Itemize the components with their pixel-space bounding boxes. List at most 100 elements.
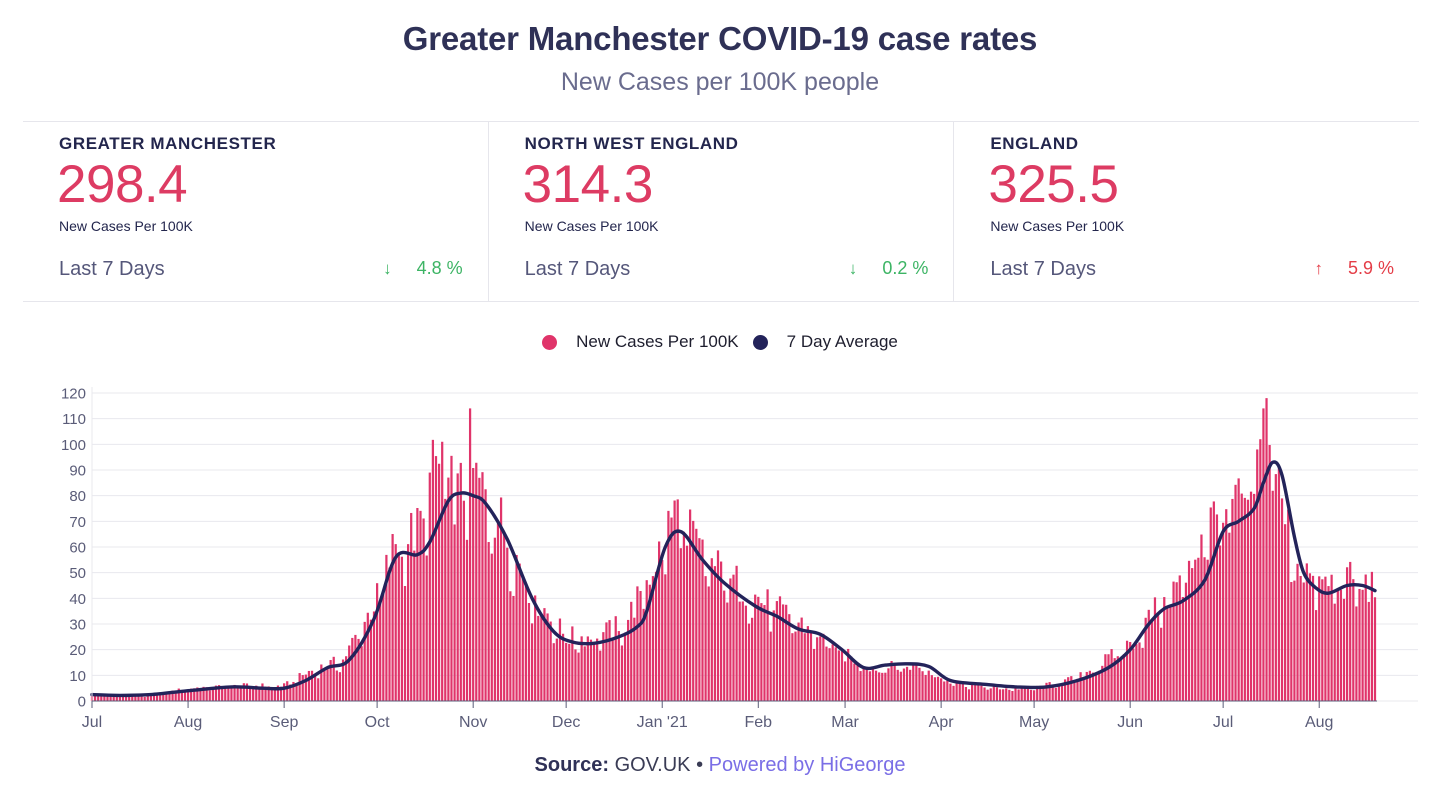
bar[interactable]: [1256, 449, 1259, 701]
bar[interactable]: [1215, 514, 1219, 701]
bar[interactable]: [1026, 687, 1030, 701]
bar[interactable]: [1349, 561, 1352, 701]
bar[interactable]: [735, 565, 738, 701]
bar[interactable]: [239, 686, 242, 701]
bar[interactable]: [1277, 465, 1281, 701]
bar[interactable]: [338, 672, 342, 701]
bar[interactable]: [93, 694, 97, 701]
bar[interactable]: [447, 477, 450, 701]
legend-item-7-day-average[interactable]: 7 Day Average: [752, 332, 898, 352]
bar[interactable]: [853, 663, 856, 701]
bar[interactable]: [1191, 568, 1194, 701]
bar[interactable]: [1333, 603, 1336, 701]
bar[interactable]: [453, 524, 456, 701]
bar[interactable]: [1116, 656, 1119, 701]
bar[interactable]: [403, 586, 407, 701]
bar[interactable]: [1315, 610, 1318, 701]
bar[interactable]: [1246, 499, 1250, 701]
bar[interactable]: [106, 694, 109, 701]
bar[interactable]: [611, 638, 614, 701]
bar[interactable]: [1101, 665, 1104, 701]
bar[interactable]: [775, 601, 778, 701]
bar[interactable]: [149, 695, 152, 702]
bar[interactable]: [899, 671, 902, 701]
bar[interactable]: [583, 646, 586, 701]
bar[interactable]: [307, 670, 311, 701]
bar[interactable]: [214, 685, 218, 701]
bar[interactable]: [1002, 689, 1005, 701]
bar[interactable]: [267, 686, 270, 701]
bar[interactable]: [716, 550, 720, 701]
bar[interactable]: [816, 637, 819, 701]
bar[interactable]: [493, 537, 496, 701]
bar[interactable]: [245, 683, 249, 701]
bar[interactable]: [143, 696, 146, 701]
bar[interactable]: [738, 601, 741, 701]
bar[interactable]: [1212, 501, 1215, 701]
bar[interactable]: [1166, 607, 1169, 701]
bar[interactable]: [1036, 685, 1039, 701]
bar[interactable]: [1222, 522, 1225, 701]
bar[interactable]: [757, 596, 760, 701]
bar[interactable]: [1197, 557, 1200, 701]
bar[interactable]: [837, 650, 840, 701]
bar[interactable]: [750, 617, 754, 701]
bar[interactable]: [512, 595, 515, 701]
bar[interactable]: [741, 601, 744, 701]
bar[interactable]: [589, 639, 593, 701]
bar[interactable]: [955, 682, 958, 701]
bar[interactable]: [930, 675, 933, 701]
bar[interactable]: [121, 697, 125, 701]
bar[interactable]: [754, 594, 757, 701]
bar[interactable]: [592, 644, 596, 701]
bar[interactable]: [385, 554, 388, 701]
bar[interactable]: [1200, 534, 1203, 701]
bar[interactable]: [217, 685, 221, 701]
bar[interactable]: [543, 608, 546, 701]
bar[interactable]: [971, 684, 974, 701]
bar[interactable]: [692, 520, 695, 701]
bar[interactable]: [1330, 574, 1333, 701]
bar[interactable]: [980, 685, 983, 701]
bar[interactable]: [871, 667, 875, 701]
bar[interactable]: [329, 660, 332, 701]
bar[interactable]: [264, 686, 267, 701]
bar[interactable]: [602, 632, 605, 701]
bar[interactable]: [1054, 687, 1057, 701]
bar[interactable]: [1324, 576, 1327, 701]
bar[interactable]: [1045, 682, 1048, 701]
bar[interactable]: [1060, 684, 1064, 701]
bar[interactable]: [1079, 672, 1082, 701]
bar[interactable]: [413, 550, 416, 701]
bar[interactable]: [456, 473, 459, 701]
bar[interactable]: [1237, 478, 1240, 701]
bar[interactable]: [1020, 687, 1023, 701]
bar[interactable]: [940, 678, 943, 701]
bar[interactable]: [1187, 560, 1191, 701]
bar[interactable]: [574, 649, 577, 701]
bar[interactable]: [515, 554, 518, 701]
bar[interactable]: [1302, 582, 1305, 701]
bar[interactable]: [1280, 498, 1284, 701]
bar[interactable]: [162, 694, 165, 701]
bar[interactable]: [1345, 567, 1349, 701]
bar[interactable]: [797, 622, 800, 701]
bar[interactable]: [713, 566, 717, 701]
bar[interactable]: [180, 690, 183, 701]
bar[interactable]: [927, 670, 930, 701]
bar[interactable]: [1008, 689, 1011, 701]
bar[interactable]: [1296, 563, 1299, 701]
bar[interactable]: [806, 626, 809, 701]
bar[interactable]: [936, 676, 940, 701]
bar[interactable]: [298, 673, 301, 701]
bar[interactable]: [270, 687, 273, 701]
bar[interactable]: [614, 616, 617, 701]
bar[interactable]: [509, 591, 512, 701]
bar[interactable]: [202, 686, 205, 701]
bar[interactable]: [1042, 688, 1045, 701]
bar[interactable]: [661, 560, 664, 701]
bar[interactable]: [301, 675, 304, 701]
bar[interactable]: [580, 636, 583, 701]
bar[interactable]: [348, 645, 351, 701]
bar[interactable]: [1184, 582, 1188, 701]
